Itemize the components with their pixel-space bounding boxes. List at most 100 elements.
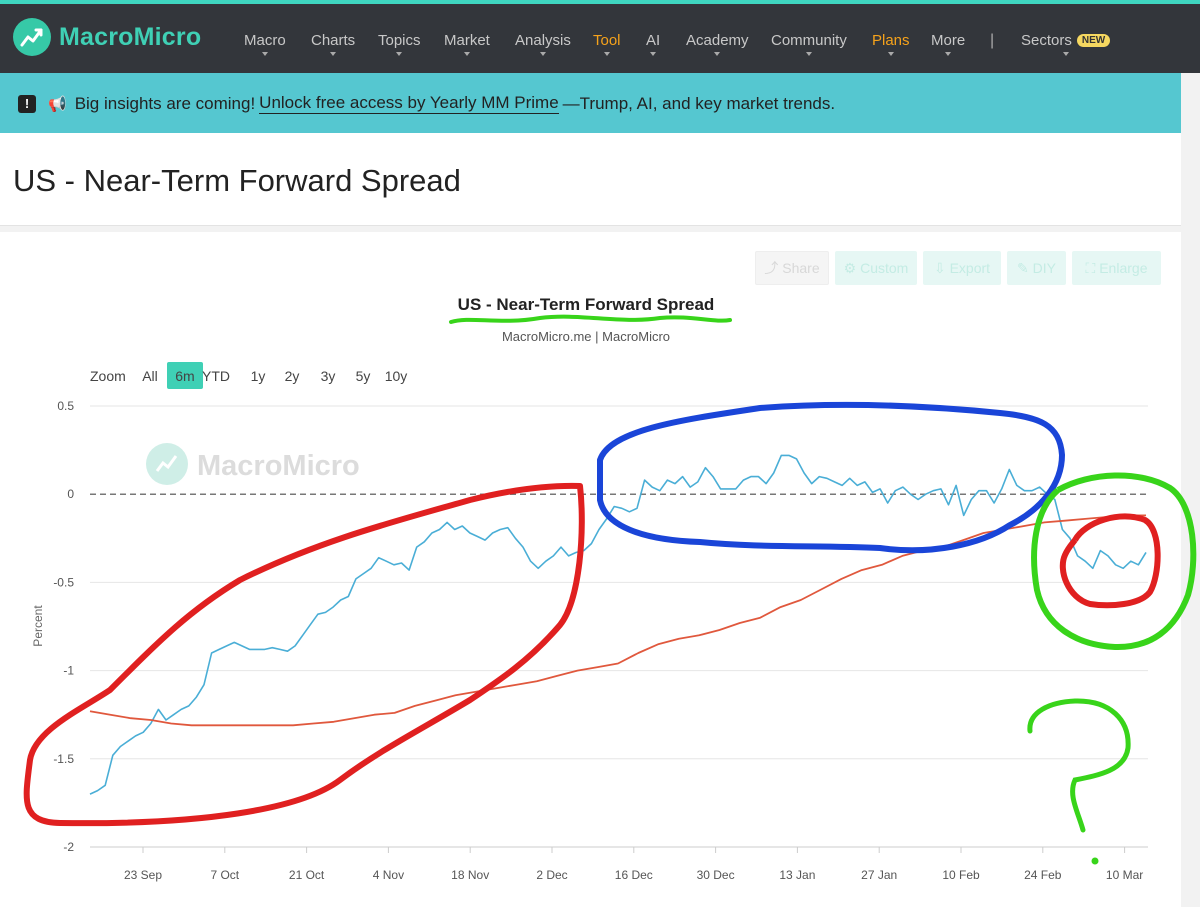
y-tick-label: -1 — [63, 664, 74, 678]
gridlines — [90, 405, 1148, 848]
x-tick-label: 23 Sep — [124, 868, 162, 882]
pencil-icon: ✎ — [1017, 260, 1029, 276]
green-underline-annotation — [449, 314, 732, 324]
zoom-buttons: All 6m YTD 1y 2y 3y 5y 10y — [142, 362, 407, 389]
y-tick-label: -2 — [63, 840, 74, 854]
chevron-down-icon — [330, 52, 337, 56]
logo[interactable]: MacroMicro — [13, 18, 201, 56]
series-line-main — [89, 454, 1147, 795]
zoom-option-ytd[interactable]: YTD — [202, 368, 230, 384]
expand-icon: ⛶ — [1085, 260, 1096, 276]
custom-label: Custom — [860, 260, 909, 276]
promo-banner: ! 📢 Big insights are coming! Unlock free… — [0, 73, 1181, 133]
nav-item-community[interactable]: Community — [771, 32, 847, 56]
x-tick-label: 30 Dec — [697, 868, 735, 882]
zoom-option-label: 2y — [285, 368, 300, 384]
banner-link[interactable]: Unlock free access by Yearly MM Prime — [259, 93, 559, 114]
nav-item-academy[interactable]: Academy — [686, 32, 749, 56]
question-mark-dot-annotation — [1091, 857, 1099, 865]
x-tick-label: 27 Jan — [861, 868, 897, 882]
chart-title: US - Near-Term Forward Spread — [458, 295, 715, 314]
zoom-option-label: 3y — [321, 368, 336, 384]
chevron-down-icon — [945, 52, 952, 56]
chevron-down-icon — [805, 52, 812, 56]
download-icon: ⇩ — [933, 260, 946, 276]
y-tick-label: 0 — [67, 487, 74, 501]
x-tick-label: 21 Oct — [289, 868, 325, 882]
logo-icon — [13, 18, 51, 56]
zoom-option-label: All — [142, 368, 158, 384]
series-line-average — [89, 514, 1146, 727]
share-label: Share — [782, 260, 820, 276]
nav-item-topics[interactable]: Topics — [378, 32, 421, 56]
zoom-option-label: 10y — [385, 368, 408, 384]
nav-item-macro[interactable]: Macro — [244, 32, 286, 56]
nav-item-label: Community — [771, 32, 847, 49]
zoom-option-2y[interactable]: 2y — [285, 368, 300, 384]
chart-panel: ⤴ Share ⚙ Custom ⇩ Export ✎ DIY ⛶ Enlarg… — [0, 232, 1181, 907]
custom-button[interactable]: ⚙ Custom — [835, 251, 917, 285]
new-badge: NEW — [1076, 34, 1111, 47]
chevron-down-icon — [463, 52, 470, 56]
zoom-option-1y[interactable]: 1y — [251, 368, 266, 384]
nav-item-label: Tool — [593, 32, 621, 49]
nav-item-ai[interactable]: AI — [646, 32, 660, 56]
zoom-option-all[interactable]: All — [142, 368, 158, 384]
megaphone-icon: 📢 — [48, 95, 67, 113]
series-group — [89, 454, 1147, 795]
x-tick-label: 13 Jan — [779, 868, 815, 882]
zoom-selected-highlight — [167, 362, 203, 389]
nav-item-market[interactable]: Market — [444, 32, 490, 56]
zoom-option-label: 5y — [356, 368, 371, 384]
share-icon: ⤴ — [764, 260, 779, 276]
nav-item-label: AI — [646, 32, 661, 49]
diy-label: DIY — [1032, 260, 1056, 276]
nav-item-label: More — [931, 32, 966, 49]
zoom-option-6m[interactable]: 6m — [167, 362, 203, 389]
watermark-logo-glyph — [155, 455, 178, 472]
logo-chart-glyph — [20, 28, 43, 47]
red-ellipse-annotation — [23, 482, 585, 827]
zoom-option-label: YTD — [202, 368, 230, 384]
chevron-down-icon — [603, 52, 610, 56]
blue-ellipse-annotation — [597, 401, 1065, 554]
y-tick-label: -1.5 — [53, 752, 74, 766]
export-label: Export — [949, 260, 991, 276]
gear-icon: ⚙ — [843, 260, 857, 276]
question-mark-annotation — [1027, 698, 1131, 833]
x-tick-label: 10 Mar — [1106, 868, 1143, 882]
chevron-down-icon — [1063, 52, 1069, 56]
nav-item-tool[interactable]: Tool — [593, 32, 621, 56]
share-button[interactable]: ⤴ Share — [755, 251, 829, 285]
zoom-option-3y[interactable]: 3y — [321, 368, 336, 384]
y-axis-ticks: 0.5 0 -0.5 -1 -1.5 -2 — [53, 399, 74, 854]
x-tick-label: 2 Dec — [536, 868, 567, 882]
logo-text: MacroMicro — [59, 22, 202, 51]
nav-item-label: Analysis — [515, 32, 571, 49]
x-tick-label: 10 Feb — [942, 868, 980, 882]
alert-icon: ! — [18, 94, 36, 113]
navbar: MacroMicro Macro Charts Topics Market Analys… — [0, 4, 1200, 73]
chevron-down-icon — [714, 52, 721, 56]
watermark: MacroMicro — [146, 443, 360, 485]
x-tick-label: 16 Dec — [615, 868, 653, 882]
nav-item-label: Market — [444, 32, 490, 49]
watermark-logo-icon — [146, 443, 188, 485]
chevron-down-icon — [539, 52, 546, 56]
nav-item-analysis[interactable]: Analysis — [515, 32, 571, 56]
chevron-down-icon — [261, 52, 268, 56]
green-circle-annotation — [1031, 472, 1197, 651]
enlarge-button[interactable]: ⛶ Enlarge — [1072, 251, 1161, 285]
zoom-option-5y[interactable]: 5y — [356, 368, 371, 384]
chevron-down-icon — [887, 52, 894, 56]
nav-item-more[interactable]: More — [931, 32, 965, 56]
zoom-option-10y[interactable]: 10y — [385, 368, 408, 384]
enlarge-label: Enlarge — [1099, 260, 1148, 276]
chevron-down-icon — [396, 52, 403, 56]
nav-item-plans[interactable]: Plans — [872, 32, 910, 56]
nav-item-sectors[interactable]: Sectors NEW — [1021, 32, 1111, 56]
export-button[interactable]: ⇩ Export — [923, 251, 1001, 285]
nav-item-charts[interactable]: Charts — [311, 32, 355, 56]
diy-button[interactable]: ✎ DIY — [1007, 251, 1066, 285]
x-tick-label: 4 Nov — [373, 868, 404, 882]
